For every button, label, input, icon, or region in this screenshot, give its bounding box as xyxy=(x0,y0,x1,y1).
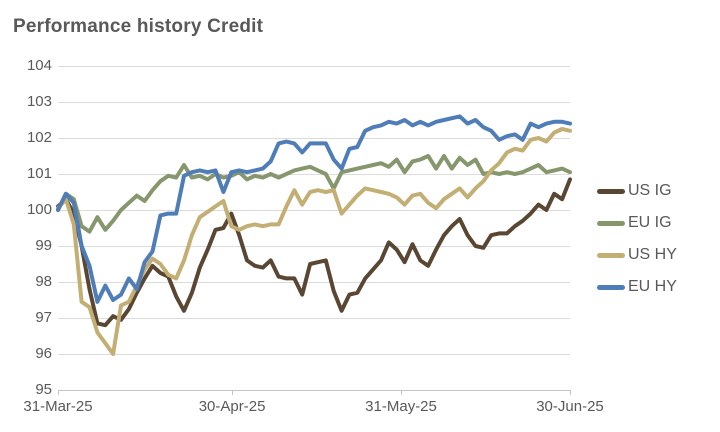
x-axis-tick xyxy=(570,390,571,395)
legend-line-swatch xyxy=(597,284,625,290)
y-gridline xyxy=(58,209,570,211)
chart-title: Performance history Credit xyxy=(13,16,264,37)
legend-item-us-ig: US IG xyxy=(597,181,677,201)
x-axis-tick xyxy=(232,390,234,395)
x-axis-tick-label: 30-Apr-25 xyxy=(198,398,266,415)
y-axis-tick-label: 97 xyxy=(35,309,52,326)
series-line-us-ig xyxy=(56,177,572,328)
legend-label: EU HY xyxy=(628,278,677,295)
x-axis-tick-label: 31-Mar-25 xyxy=(23,398,93,415)
legend-label: US HY xyxy=(628,246,677,263)
y-axis-tick-label: 96 xyxy=(35,345,52,362)
series-line-eu-ig xyxy=(56,154,572,234)
x-axis-tick xyxy=(58,390,59,395)
x-axis-tick-label: 30-Jun-25 xyxy=(536,398,604,415)
y-axis-tick-label: 100 xyxy=(26,201,52,218)
y-gridline xyxy=(58,173,570,175)
legend-item-us-hy: US HY xyxy=(597,245,677,265)
y-gridline xyxy=(58,281,570,283)
x-axis-tick xyxy=(401,390,403,395)
y-axis-tick-label: 101 xyxy=(26,165,52,182)
y-axis-tick-label: 95 xyxy=(35,381,52,398)
x-axis-line xyxy=(58,389,570,391)
y-axis-tick-label: 98 xyxy=(35,273,52,290)
legend-label: EU IG xyxy=(628,214,672,231)
legend-item-eu-ig: EU IG xyxy=(597,213,677,233)
y-gridline xyxy=(58,101,570,103)
y-gridline xyxy=(58,317,570,319)
legend: US IG EU IG US HY EU HY xyxy=(597,181,677,297)
legend-item-eu-hy: EU HY xyxy=(597,277,677,297)
legend-line-swatch xyxy=(597,252,625,258)
y-gridline xyxy=(58,245,570,247)
legend-line-swatch xyxy=(597,188,625,194)
series-line-us-hy xyxy=(56,127,572,356)
y-gridline xyxy=(58,353,570,355)
y-axis-tick-label: 104 xyxy=(26,57,52,74)
legend-line-swatch xyxy=(597,220,625,226)
y-axis-tick-label: 103 xyxy=(26,93,52,110)
y-gridline xyxy=(58,65,570,67)
x-axis-tick-label: 31-May-25 xyxy=(365,398,437,415)
y-axis-tick-label: 102 xyxy=(26,129,52,146)
legend-label: US IG xyxy=(628,182,672,199)
y-gridline xyxy=(58,137,570,139)
y-axis-tick-label: 99 xyxy=(35,237,52,254)
